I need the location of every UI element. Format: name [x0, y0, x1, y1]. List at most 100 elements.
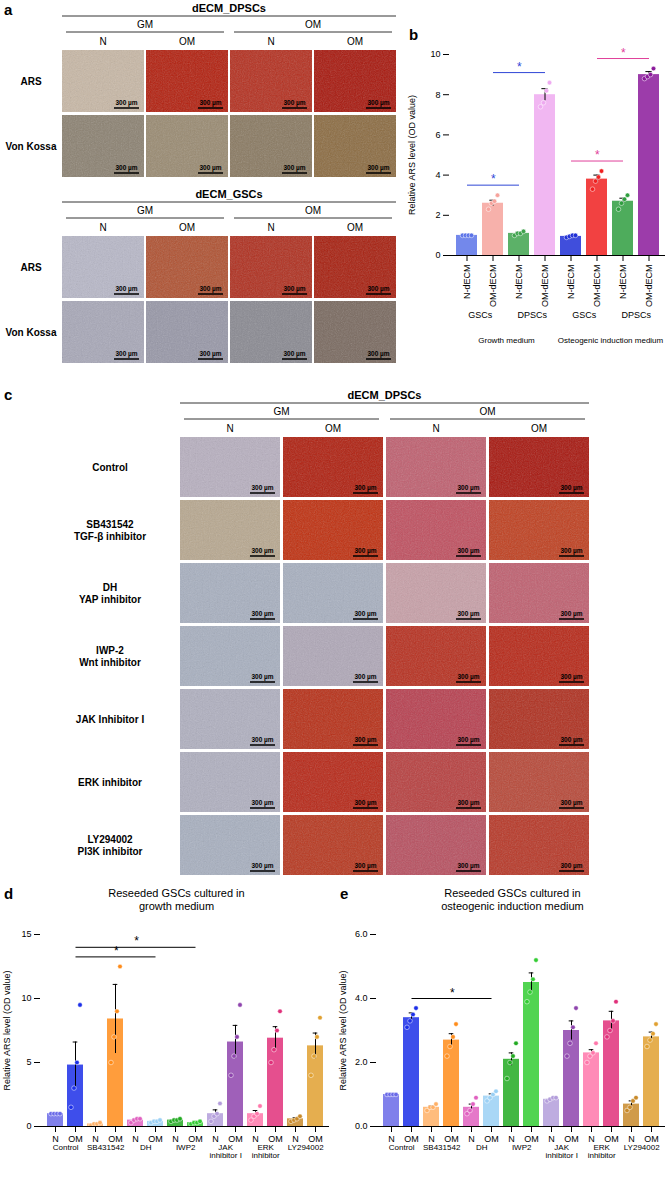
svg-text:Control: Control	[92, 462, 128, 473]
svg-text:GSCs: GSCs	[468, 310, 493, 320]
svg-text:300 µm: 300 µm	[560, 484, 582, 492]
svg-text:N-dECM: N-dECM	[514, 265, 524, 300]
svg-text:N: N	[468, 1134, 475, 1144]
svg-text:300 µm: 300 µm	[354, 547, 376, 555]
svg-text:300 µm: 300 µm	[354, 799, 376, 807]
svg-text:Growth medium: Growth medium	[478, 336, 535, 345]
svg-text:a: a	[4, 1, 13, 18]
svg-text:300 µm: 300 µm	[115, 99, 137, 107]
svg-text:300 µm: 300 µm	[457, 610, 479, 618]
svg-text:300 µm: 300 µm	[354, 862, 376, 870]
svg-text:300 µm: 300 µm	[354, 610, 376, 618]
svg-text:300 µm: 300 µm	[457, 799, 479, 807]
svg-text:*: *	[595, 148, 600, 162]
svg-text:SB431542: SB431542	[87, 1143, 125, 1152]
svg-text:300 µm: 300 µm	[115, 285, 137, 293]
svg-text:Relative ARS level (OD value): Relative ARS level (OD value)	[407, 95, 417, 215]
svg-text:Relative ARS level (OD value): Relative ARS level (OD value)	[2, 970, 12, 1090]
svg-text:SB431542: SB431542	[423, 1143, 461, 1152]
svg-text:300 µm: 300 µm	[367, 99, 389, 107]
svg-text:300 µm: 300 µm	[251, 862, 273, 870]
svg-text:300 µm: 300 µm	[354, 673, 376, 681]
svg-text:Von Kossa: Von Kossa	[6, 327, 57, 338]
svg-text:300 µm: 300 µm	[199, 99, 221, 107]
svg-text:OM-dECM: OM-dECM	[592, 265, 602, 308]
svg-text:N: N	[432, 423, 439, 434]
svg-text:N: N	[99, 222, 106, 233]
svg-text:4: 4	[435, 170, 440, 180]
svg-text:ARS: ARS	[20, 262, 41, 273]
svg-text:SB431542TGF-β inhibitor: SB431542TGF-β inhibitor	[74, 519, 146, 542]
svg-text:300 µm: 300 µm	[199, 285, 221, 293]
svg-text:ARS: ARS	[20, 76, 41, 87]
svg-text:c: c	[4, 386, 12, 403]
svg-text:OM: OM	[179, 222, 195, 233]
svg-text:300 µm: 300 µm	[560, 799, 582, 807]
svg-text:2: 2	[435, 210, 440, 220]
svg-text:6: 6	[435, 130, 440, 140]
svg-text:5: 5	[26, 1057, 31, 1067]
svg-text:300 µm: 300 µm	[457, 673, 479, 681]
svg-text:300 µm: 300 µm	[251, 547, 273, 555]
svg-text:300 µm: 300 µm	[283, 99, 305, 107]
svg-text:300 µm: 300 µm	[367, 285, 389, 293]
svg-text:300 µm: 300 µm	[560, 673, 582, 681]
svg-text:6.0: 6.0	[355, 929, 368, 939]
svg-text:Von Kossa: Von Kossa	[6, 141, 57, 152]
svg-text:OM: OM	[305, 205, 321, 216]
svg-text:0: 0	[26, 1121, 31, 1131]
svg-text:300 µm: 300 µm	[457, 862, 479, 870]
svg-text:OM: OM	[479, 406, 495, 417]
svg-text:ERKinhibitor: ERKinhibitor	[588, 1143, 616, 1160]
svg-text:*: *	[621, 46, 626, 60]
svg-text:300 µm: 300 µm	[199, 164, 221, 172]
svg-text:IWP-2Wnt inhibitor: IWP-2Wnt inhibitor	[79, 645, 141, 668]
svg-text:*: *	[491, 172, 496, 186]
svg-text:0: 0	[435, 250, 440, 260]
svg-text:15: 15	[21, 929, 31, 939]
svg-text:*: *	[450, 986, 455, 1000]
svg-text:N: N	[267, 222, 274, 233]
svg-text:OM-dECM: OM-dECM	[488, 265, 498, 308]
svg-text:DHYAP inhibitor: DHYAP inhibitor	[79, 582, 141, 605]
svg-text:ERK inhibitor: ERK inhibitor	[78, 777, 142, 788]
svg-text:GM: GM	[273, 406, 289, 417]
svg-text:N-dECM: N-dECM	[618, 265, 628, 300]
svg-text:dECM_GSCs: dECM_GSCs	[195, 188, 262, 200]
svg-text:300 µm: 300 µm	[367, 350, 389, 358]
svg-text:JAK Inhibitor I: JAK Inhibitor I	[76, 714, 145, 725]
svg-text:N: N	[99, 36, 106, 47]
svg-text:IWP2: IWP2	[176, 1143, 196, 1152]
svg-text:OM-dECM: OM-dECM	[644, 265, 654, 308]
svg-text:GM: GM	[137, 19, 153, 30]
svg-text:GM: GM	[137, 205, 153, 216]
svg-text:300 µm: 300 µm	[251, 736, 273, 744]
svg-text:300 µm: 300 µm	[457, 736, 479, 744]
svg-text:Control: Control	[53, 1143, 79, 1152]
svg-text:8: 8	[435, 90, 440, 100]
svg-text:IWP2: IWP2	[512, 1143, 532, 1152]
svg-text:300 µm: 300 µm	[283, 164, 305, 172]
svg-text:N: N	[267, 36, 274, 47]
svg-text:300 µm: 300 µm	[354, 736, 376, 744]
svg-text:OM: OM	[347, 36, 363, 47]
svg-text:OM: OM	[325, 423, 341, 434]
svg-text:*: *	[114, 944, 119, 958]
svg-text:OM: OM	[347, 222, 363, 233]
svg-text:DPSCs: DPSCs	[517, 310, 547, 320]
svg-text:OM-dECM: OM-dECM	[540, 265, 550, 308]
svg-text:2.0: 2.0	[355, 1057, 368, 1067]
svg-text:300 µm: 300 µm	[367, 164, 389, 172]
svg-text:Relative ARS level (OD value): Relative ARS level (OD value)	[338, 970, 348, 1090]
svg-text:DPSCs: DPSCs	[621, 310, 651, 320]
svg-text:JAKinhibitor I: JAKinhibitor I	[545, 1143, 577, 1160]
svg-text:300 µm: 300 µm	[457, 547, 479, 555]
svg-text:10: 10	[21, 993, 31, 1003]
svg-text:OM: OM	[179, 36, 195, 47]
svg-text:*: *	[134, 934, 139, 948]
svg-text:*: *	[517, 60, 522, 74]
svg-text:10: 10	[430, 49, 440, 59]
svg-text:DH: DH	[476, 1143, 488, 1152]
svg-text:300 µm: 300 µm	[560, 736, 582, 744]
svg-text:dECM_DPSCs: dECM_DPSCs	[348, 389, 422, 401]
